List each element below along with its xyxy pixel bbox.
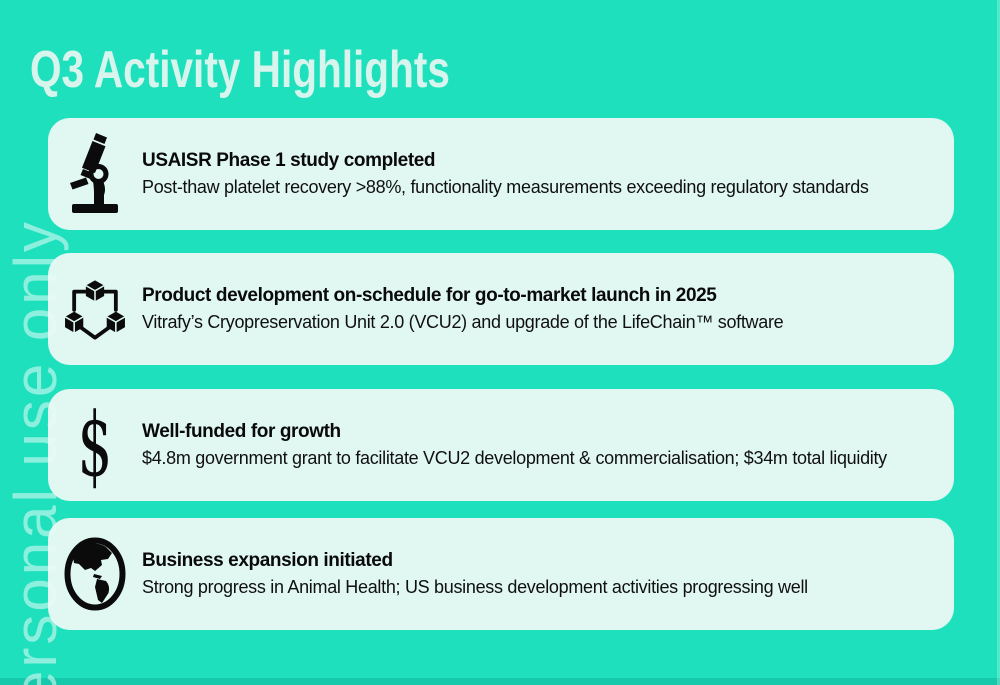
card-text: Product development on-schedule for go-t… [142,283,954,335]
slide-right-edge [997,0,1000,685]
highlight-card-product: Product development on-schedule for go-t… [48,253,954,365]
card-icon-box: $ [48,389,142,501]
dollar-sign-icon: $ [77,393,113,496]
footer-strip [0,678,1000,685]
watermark: ersonal use only [2,219,69,685]
card-description: Post-thaw platelet recovery >88%, functi… [142,177,869,197]
card-title: Business expansion initiated [142,550,393,571]
card-title: USAISR Phase 1 study completed [142,150,436,171]
highlight-card-usaisr: USAISR Phase 1 study completed Post-thaw… [48,118,954,230]
card-icon-box [48,253,142,365]
card-text: USAISR Phase 1 study completed Post-thaw… [142,148,954,200]
cubes-network-icon [64,280,126,340]
card-description: $4.8m government grant to facilitate VCU… [142,448,887,468]
card-description: Strong progress in Animal Health; US bus… [142,577,808,597]
card-icon-box [48,118,142,230]
globe-americas-icon [64,537,126,611]
card-icon-box [48,518,142,630]
page-title: Q3 Activity Highlights [30,41,450,99]
card-title: Well-funded for growth [142,421,341,442]
card-text: Business expansion initiated Strong prog… [142,548,954,600]
card-description: Vitrafy’s Cryopreservation Unit 2.0 (VCU… [142,312,784,332]
card-text: Well-funded for growth $4.8m government … [142,419,954,471]
microscope-icon [70,133,118,213]
highlight-card-funding: $ Well-funded for growth $4.8m governmen… [48,389,954,501]
highlight-card-expansion: Business expansion initiated Strong prog… [48,518,954,630]
card-title: Product development on-schedule for go-t… [142,285,717,306]
